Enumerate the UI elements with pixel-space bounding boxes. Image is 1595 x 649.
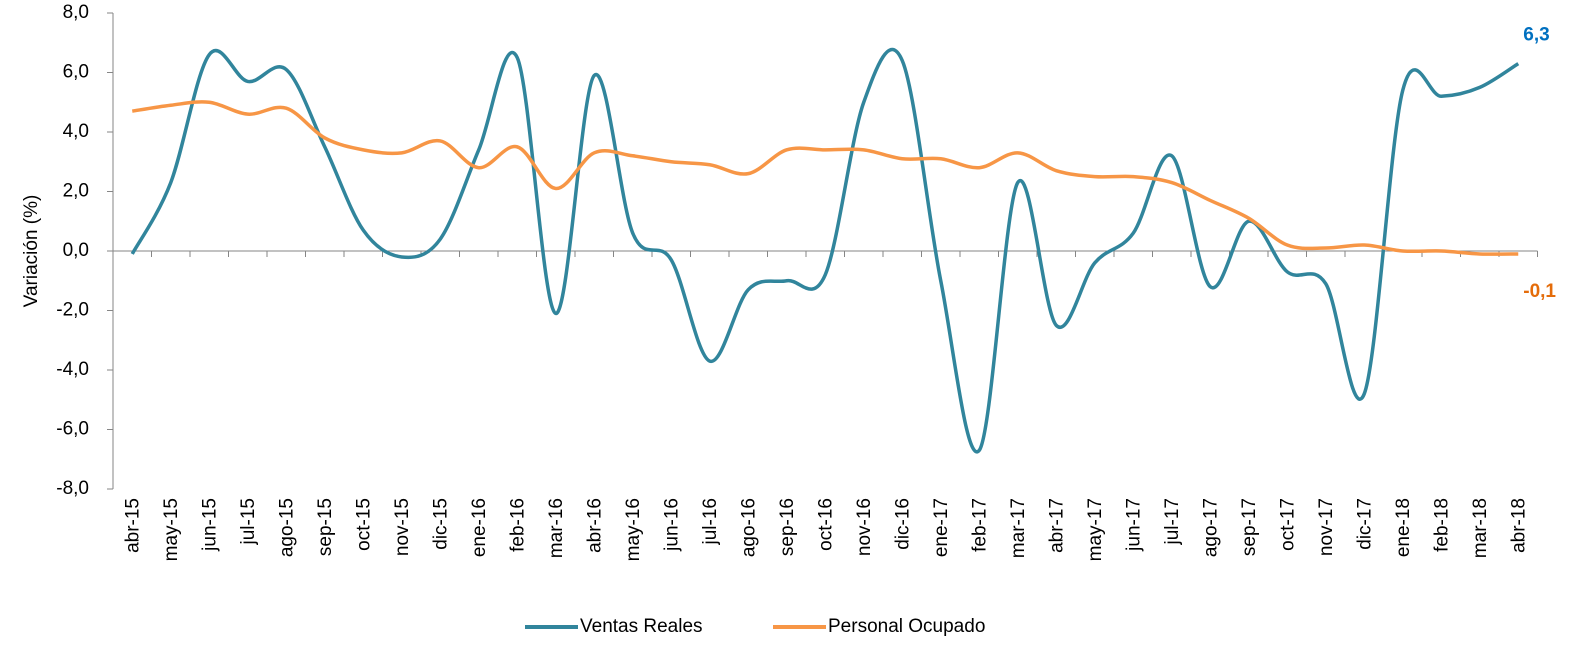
x-tick-label: jun-17	[1123, 498, 1144, 552]
x-tick-label: jun-16	[661, 498, 682, 552]
data-label: -0,1	[1523, 281, 1556, 302]
x-tick-label: oct-17	[1277, 498, 1298, 551]
legend-label: Personal Ocupado	[828, 616, 985, 637]
series-line	[130, 47, 1520, 454]
x-tick-label: nov-15	[392, 498, 413, 556]
y-tick-label: 0,0	[63, 240, 89, 261]
x-tick-label: ago-16	[738, 498, 759, 557]
x-tick-label: dic-15	[430, 498, 451, 550]
x-tick-label: ene-17	[931, 498, 952, 557]
y-tick-label: 6,0	[63, 62, 89, 83]
x-tick-label: jul-17	[1162, 498, 1183, 545]
x-tick-label: mar-17	[1008, 498, 1029, 558]
x-tick-label: mar-18	[1470, 498, 1491, 558]
x-tick-label: feb-16	[507, 498, 528, 552]
x-tick-label: jun-15	[199, 498, 220, 552]
y-tick-label: -8,0	[56, 478, 89, 499]
y-axis-label: Variación (%)	[21, 195, 42, 308]
x-tick-label: jul-16	[700, 498, 721, 545]
x-tick-label: abr-15	[122, 498, 143, 553]
x-tick-label: nov-16	[854, 498, 875, 556]
x-tick-label: may-16	[623, 498, 644, 561]
x-tick-label: sep-15	[315, 498, 336, 556]
x-tick-label: abr-18	[1508, 498, 1529, 553]
x-tick-label: sep-16	[777, 498, 798, 556]
x-tick-label: abr-16	[584, 498, 605, 553]
x-tick-label: feb-18	[1431, 498, 1452, 552]
x-tick-label: oct-16	[815, 498, 836, 551]
x-tick-label: oct-15	[353, 498, 374, 551]
y-tick-label: 4,0	[63, 121, 89, 142]
x-tick-label: ene-16	[469, 498, 490, 557]
x-tick-label: jul-15	[238, 498, 259, 545]
x-tick-label: ago-17	[1200, 498, 1221, 557]
x-tick-label: ago-15	[276, 498, 297, 557]
y-tick-label: 2,0	[63, 181, 89, 202]
y-tick-label: -6,0	[56, 419, 89, 440]
x-tick-label: ene-18	[1393, 498, 1414, 557]
x-tick-label: nov-17	[1316, 498, 1337, 556]
x-tick-label: may-17	[1085, 498, 1106, 561]
legend-label: Ventas Reales	[580, 616, 703, 637]
series-line	[131, 100, 1519, 256]
x-tick-label: dic-16	[892, 498, 913, 550]
data-label: 6,3	[1523, 25, 1549, 46]
x-tick-label: abr-17	[1046, 498, 1067, 553]
y-tick-label: -4,0	[56, 359, 89, 380]
y-tick-label: -2,0	[56, 300, 89, 321]
y-tick-label: 8,0	[63, 2, 89, 23]
x-tick-label: may-15	[161, 498, 182, 561]
x-tick-label: dic-17	[1354, 498, 1375, 550]
x-tick-label: feb-17	[969, 498, 990, 552]
x-tick-label: mar-16	[546, 498, 567, 558]
x-tick-label: sep-17	[1239, 498, 1260, 556]
